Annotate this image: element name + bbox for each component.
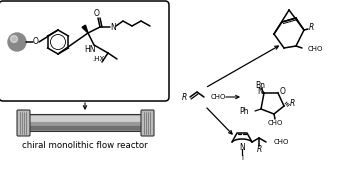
Text: chiral monolithic flow reactor: chiral monolithic flow reactor	[22, 140, 148, 149]
Text: O: O	[94, 9, 100, 19]
Text: .HX: .HX	[92, 56, 104, 62]
Text: CHO: CHO	[308, 46, 323, 52]
FancyBboxPatch shape	[30, 116, 141, 122]
Text: R: R	[309, 23, 314, 33]
FancyBboxPatch shape	[30, 126, 141, 130]
Text: Ph: Ph	[239, 106, 249, 115]
Text: CHO: CHO	[211, 94, 226, 100]
Text: HN: HN	[84, 44, 96, 53]
Text: Bn: Bn	[255, 81, 265, 90]
Circle shape	[11, 36, 17, 43]
FancyBboxPatch shape	[0, 1, 169, 101]
Circle shape	[8, 33, 26, 51]
Text: I: I	[241, 155, 243, 161]
FancyBboxPatch shape	[17, 110, 30, 136]
Text: O: O	[33, 37, 39, 46]
Text: N: N	[110, 22, 116, 32]
FancyBboxPatch shape	[28, 115, 144, 132]
Text: R: R	[256, 146, 262, 154]
Text: CHO: CHO	[267, 120, 283, 126]
Text: O: O	[280, 88, 286, 97]
Text: R: R	[290, 98, 295, 108]
Text: N: N	[239, 143, 245, 152]
Text: N: N	[257, 88, 263, 97]
Polygon shape	[82, 25, 88, 33]
Text: CHO: CHO	[274, 139, 290, 145]
Text: R: R	[182, 92, 187, 101]
FancyBboxPatch shape	[141, 110, 154, 136]
